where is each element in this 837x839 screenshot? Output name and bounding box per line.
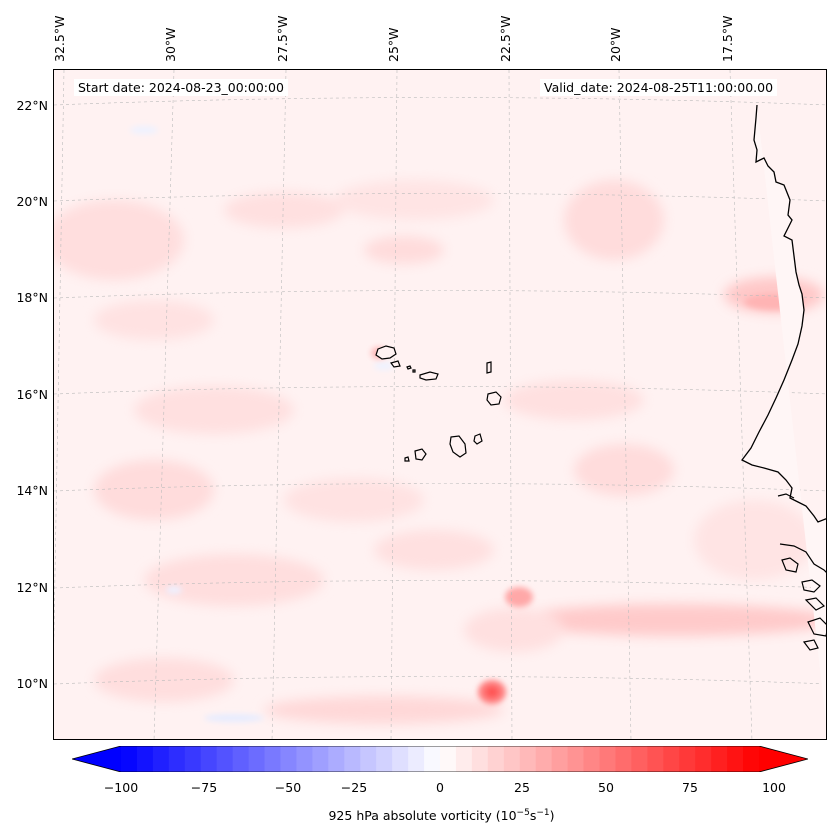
colorbar-segment bbox=[695, 746, 712, 772]
colorbar-tick-label: 100 bbox=[762, 780, 786, 795]
map-panel[interactable] bbox=[53, 69, 827, 740]
lat-label-10n: 10°N bbox=[16, 676, 48, 691]
colorbar-segment bbox=[344, 746, 361, 772]
colorbar-segment bbox=[567, 746, 585, 772]
colorbar-segment bbox=[631, 746, 648, 772]
lon-label-22.5w: 22.5°W bbox=[498, 15, 513, 62]
colorbar-segment bbox=[232, 746, 250, 772]
colorbar-tick-label: −50 bbox=[274, 780, 302, 795]
africa-coastline bbox=[741, 104, 826, 523]
colorbar-segment bbox=[136, 746, 154, 772]
island-brava bbox=[404, 456, 410, 462]
vorticity-field-map bbox=[54, 70, 826, 739]
colorbar-extend-min-arrow bbox=[72, 746, 121, 772]
island-sal bbox=[486, 361, 492, 374]
colorbar-segment bbox=[615, 746, 632, 772]
africa-land bbox=[742, 105, 826, 724]
colorbar-segment bbox=[535, 746, 553, 772]
island-sao-vicente bbox=[389, 360, 401, 368]
colorbar-segment bbox=[152, 746, 170, 772]
colorbar-segment bbox=[455, 746, 473, 772]
colorbar-segment bbox=[583, 746, 600, 772]
colorbar-segment bbox=[168, 746, 186, 772]
valid-date-label: Valid_date: 2024-08-25T11:00:00.00 bbox=[540, 79, 778, 96]
island-boa-vista bbox=[486, 391, 502, 406]
colorbar-segment bbox=[519, 746, 537, 772]
colorbar bbox=[72, 746, 808, 772]
colorbar-segment bbox=[200, 746, 218, 772]
colorbar-tick-label: −75 bbox=[190, 780, 218, 795]
colorbar-tick-label: 0 bbox=[436, 780, 444, 795]
island-fogo bbox=[414, 448, 427, 461]
colorbar-segment bbox=[280, 746, 297, 772]
colorbar-segment bbox=[440, 746, 457, 772]
colorbar-segment bbox=[296, 746, 313, 772]
west-africa-coast-details bbox=[777, 493, 826, 651]
colorbar-tick-label: −100 bbox=[103, 780, 139, 795]
colorbar-segment bbox=[328, 746, 345, 772]
island-islet bbox=[412, 369, 416, 373]
lat-label-16n: 16°N bbox=[16, 387, 48, 402]
colorbar-segment bbox=[487, 746, 505, 772]
lat-label-20n: 20°N bbox=[16, 194, 48, 209]
colorbar-segment bbox=[424, 746, 441, 772]
colorbar-tick-label: 50 bbox=[598, 780, 614, 795]
colorbar-tick-label: 25 bbox=[514, 780, 530, 795]
start-date-label: Start date: 2024-08-23_00:00:00 bbox=[74, 79, 288, 96]
lon-label-20w: 20°W bbox=[608, 27, 623, 62]
lat-label-12n: 12°N bbox=[16, 580, 48, 595]
colorbar-segment bbox=[727, 746, 744, 772]
lon-label-25w: 25°W bbox=[386, 27, 401, 62]
colorbar-segments bbox=[121, 746, 760, 772]
lat-label-18n: 18°N bbox=[16, 290, 48, 305]
colorbar-segment bbox=[679, 746, 696, 772]
lon-label-27.5w: 27.5°W bbox=[275, 15, 290, 62]
colorbar-segment bbox=[312, 746, 329, 772]
cape-verde-islands bbox=[375, 345, 502, 462]
colorbar-segment bbox=[392, 746, 409, 772]
negative-vorticity-spots bbox=[130, 126, 394, 722]
gridlines bbox=[54, 70, 826, 739]
lon-label-17.5w: 17.5°W bbox=[720, 15, 735, 62]
colorbar-segment bbox=[743, 746, 760, 772]
colorbar-segment bbox=[711, 746, 728, 772]
colorbar-segment bbox=[376, 746, 393, 772]
island-santiago bbox=[449, 435, 467, 458]
colorbar-segment bbox=[408, 746, 425, 772]
island-santa-luzia bbox=[406, 365, 412, 370]
colorbar-segment bbox=[264, 746, 281, 772]
colorbar-segment bbox=[551, 746, 569, 772]
lat-label-22n: 22°N bbox=[16, 98, 48, 113]
colorbar-segment bbox=[599, 746, 616, 772]
island-maio bbox=[473, 433, 483, 445]
colorbar-segment bbox=[647, 746, 664, 772]
colorbar-tick-label: 75 bbox=[682, 780, 698, 795]
colorbar-segment bbox=[503, 746, 521, 772]
colorbar-label: 925 hPa absolute vorticity (10−5s−1) bbox=[328, 808, 555, 824]
colorbar-segment bbox=[184, 746, 202, 772]
island-sao-nicolau bbox=[419, 371, 439, 381]
colorbar-segment bbox=[471, 746, 489, 772]
colorbar-segment bbox=[121, 746, 138, 772]
lon-label-30w: 30°W bbox=[163, 27, 178, 62]
lon-label-32.5w: 32.5°W bbox=[52, 15, 67, 62]
colorbar-segment bbox=[663, 746, 680, 772]
island-santo-antao bbox=[375, 345, 397, 360]
colorbar-segment bbox=[248, 746, 266, 772]
colorbar-segment bbox=[216, 746, 234, 772]
colorbar-segment bbox=[360, 746, 377, 772]
colorbar-tick-label: −25 bbox=[340, 780, 368, 795]
colorbar-extend-max-arrow bbox=[759, 746, 808, 772]
lat-label-14n: 14°N bbox=[16, 483, 48, 498]
